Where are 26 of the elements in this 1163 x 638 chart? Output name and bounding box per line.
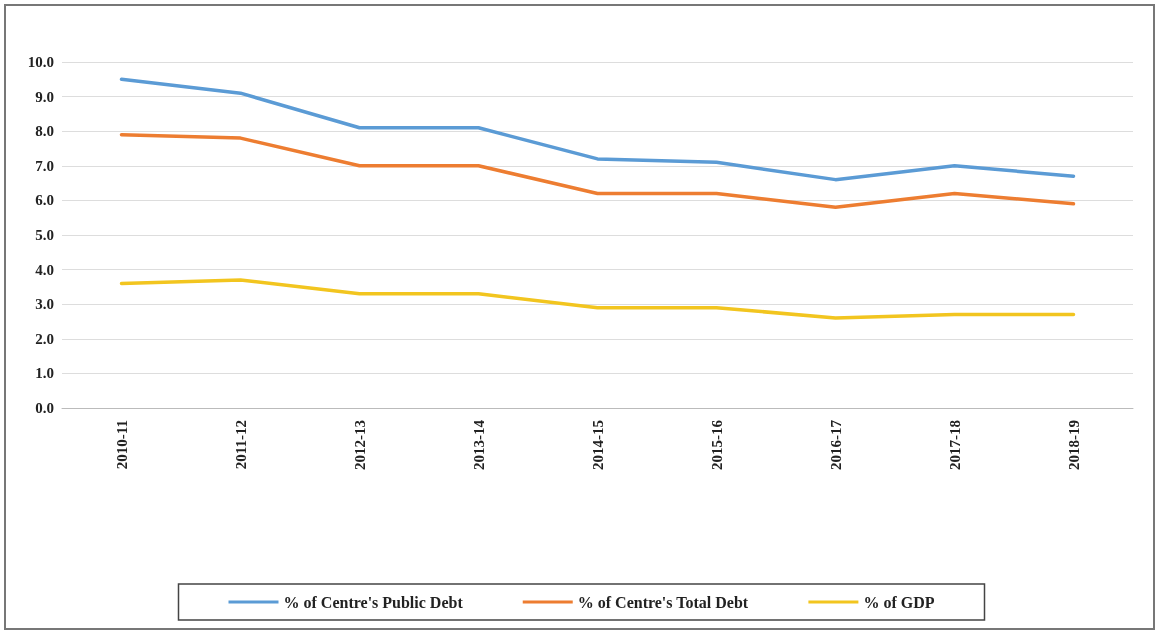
legend-label: % of Centre's Total Debt <box>577 593 749 611</box>
y-tick-label: 7.0 <box>35 157 54 174</box>
x-tick-label: 2010-11 <box>113 420 130 470</box>
x-tick-label: 2015-16 <box>708 419 725 470</box>
y-tick-label: 4.0 <box>35 261 54 278</box>
y-tick-label: 10.0 <box>27 54 54 70</box>
y-tick-label: 3.0 <box>35 296 54 313</box>
line-series <box>119 132 1076 210</box>
line-series <box>119 278 1076 320</box>
y-tick-label: 8.0 <box>35 123 54 140</box>
y-tick-label: 0.0 <box>35 400 54 416</box>
x-tick-label: 2013-14 <box>470 419 487 470</box>
y-tick-label: 5.0 <box>35 227 54 243</box>
x-tick-label: 2011-12 <box>232 420 249 470</box>
legend-label: % of GDP <box>863 593 935 611</box>
y-tick-label: 9.0 <box>35 88 54 105</box>
x-tick-label: 2018-19 <box>1065 420 1082 470</box>
x-tick-label: 2012-13 <box>351 420 368 470</box>
y-tick-label: 6.0 <box>35 192 54 209</box>
x-tick-label: 2016-17 <box>827 419 844 470</box>
line-series <box>119 77 1076 182</box>
x-tick-label: 2014-15 <box>589 420 606 470</box>
x-tick-label: 2017-18 <box>946 420 963 470</box>
y-tick-label: 2.0 <box>35 330 54 347</box>
legend-label: % of Centre's Public Debt <box>283 593 464 611</box>
y-tick-label: 1.0 <box>35 365 54 382</box>
